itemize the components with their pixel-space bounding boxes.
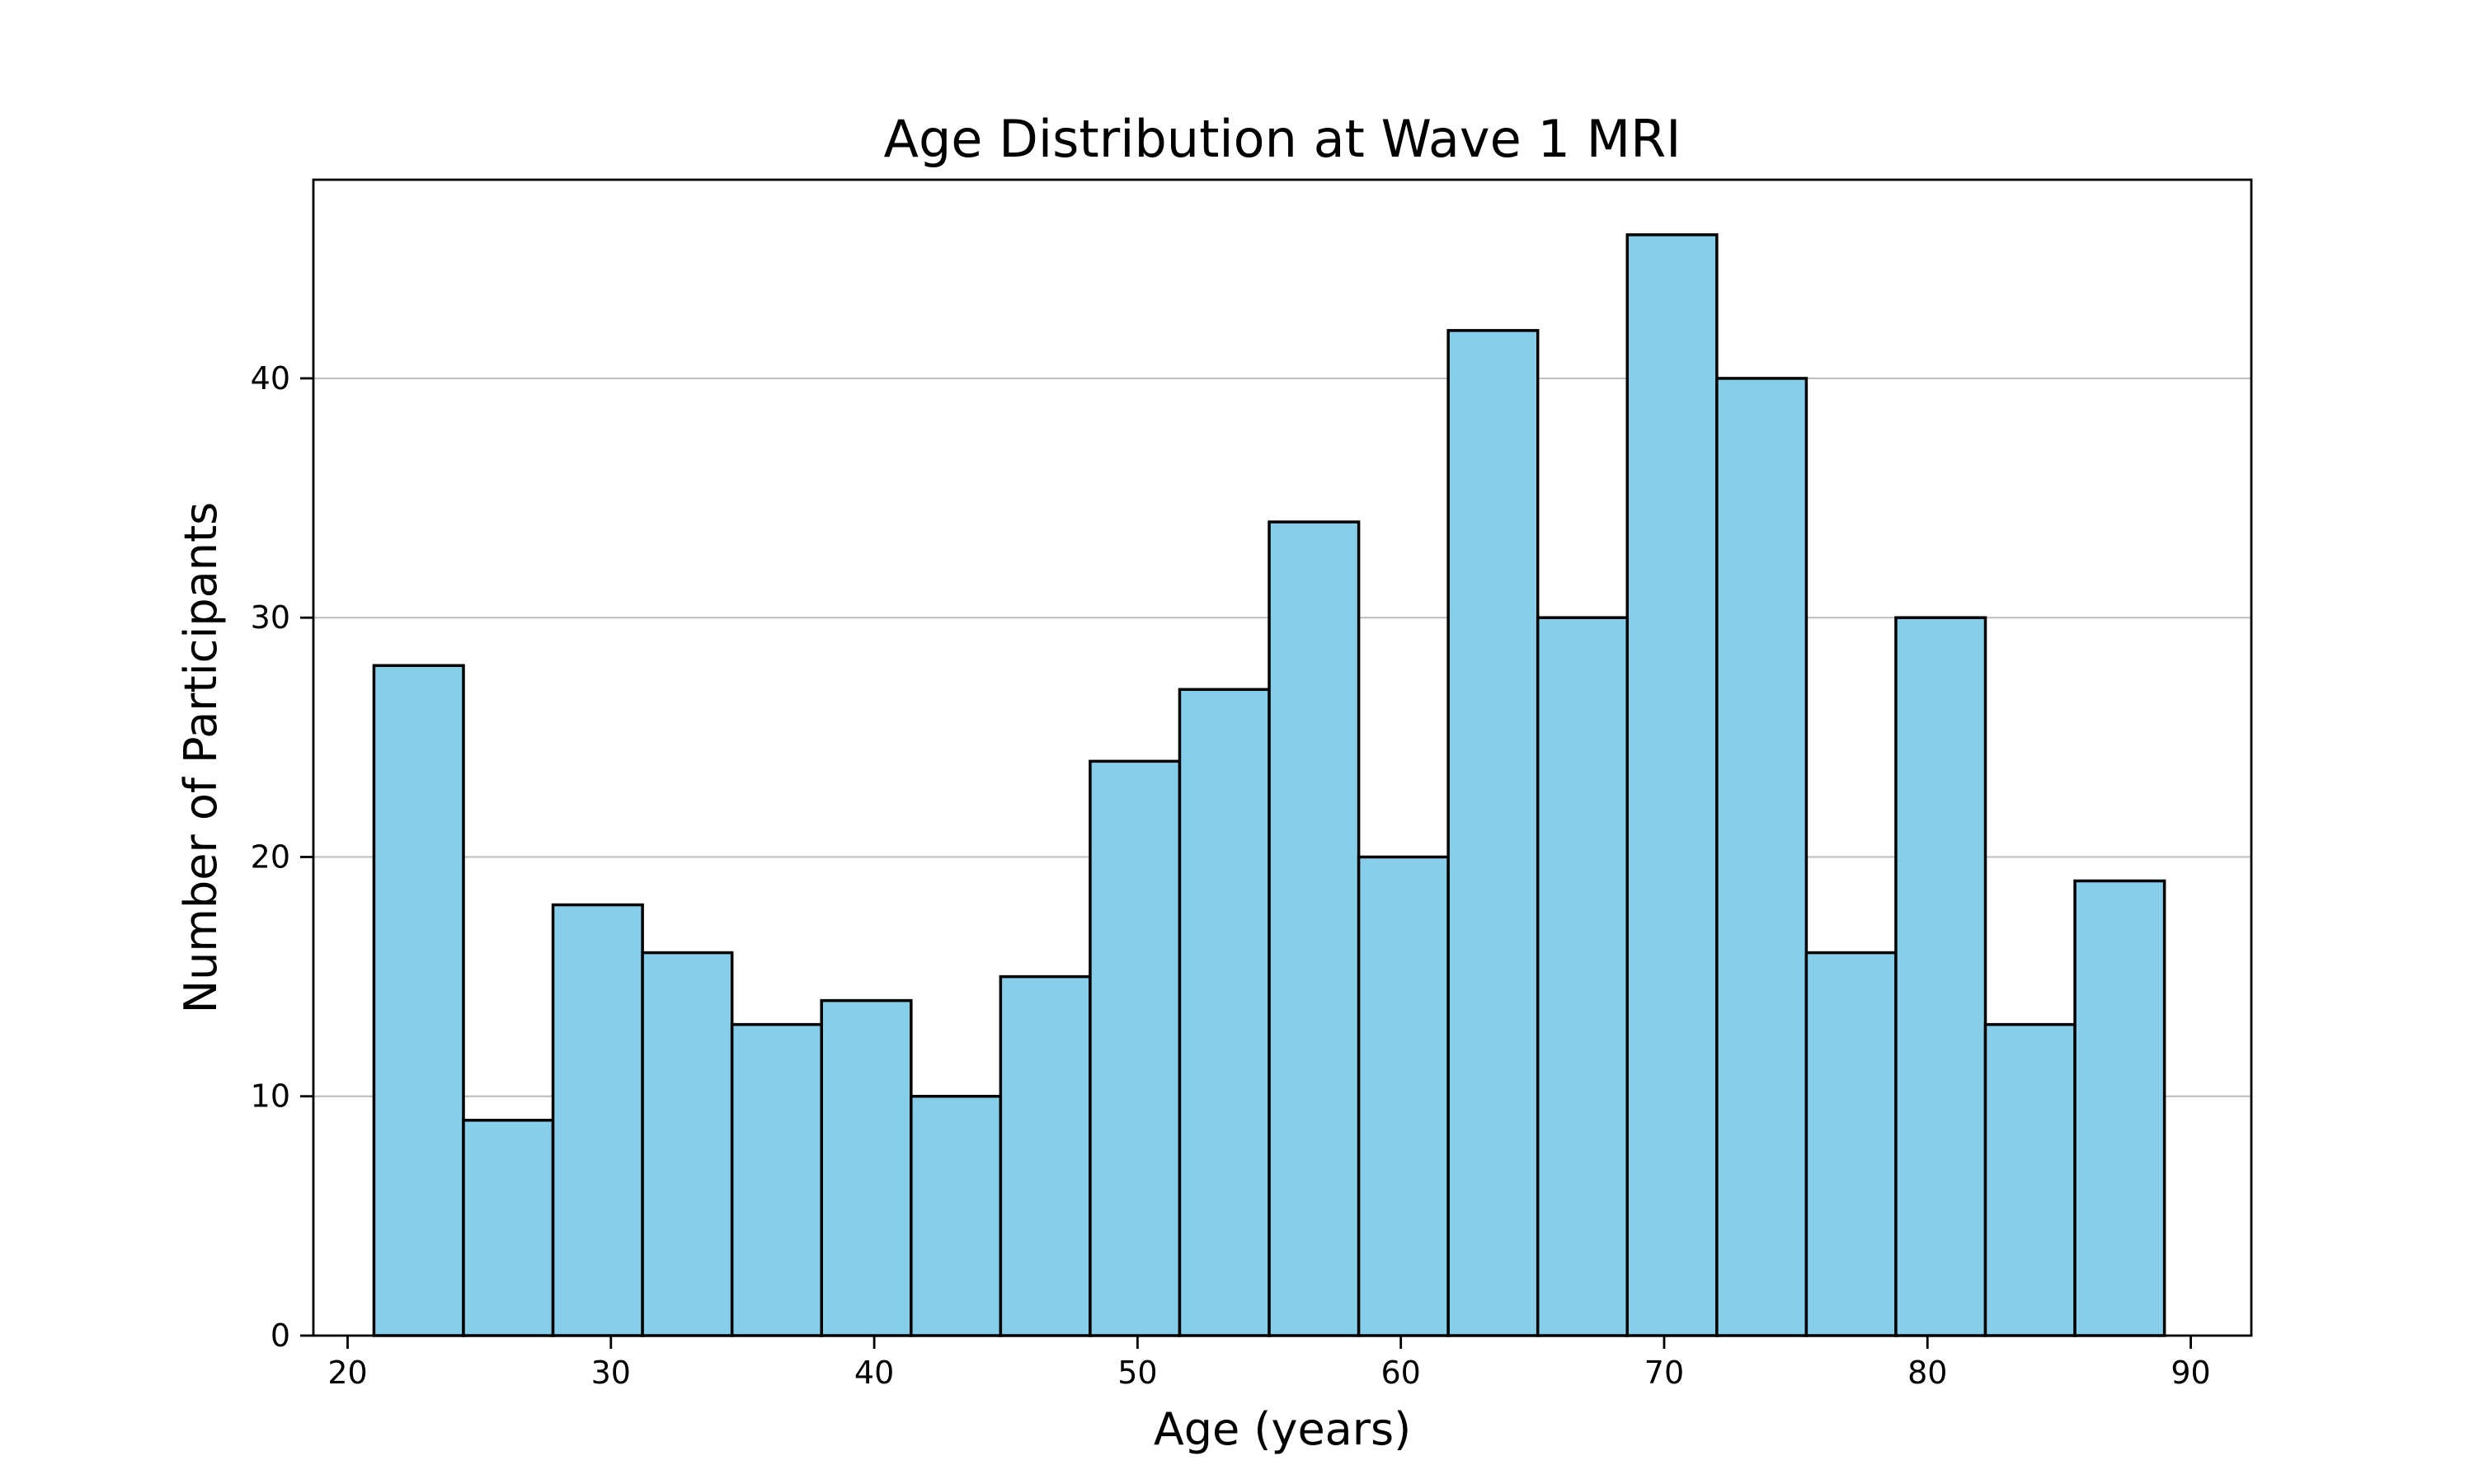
histogram-bar-16 [1715, 377, 1808, 1337]
x-tick-label-40: 40 [854, 1355, 894, 1391]
histogram-bar-20 [2073, 879, 2166, 1337]
y-tick-label-20: 20 [251, 838, 290, 875]
tick-layer: 20 30 40 50 60 70 80 90 0 10 20 30 40 [251, 360, 2211, 1391]
x-tick-label-20: 20 [327, 1355, 367, 1391]
y-tick-label-10: 10 [251, 1078, 290, 1115]
histogram-bar-17 [1804, 951, 1898, 1337]
y-tick-label-40: 40 [251, 360, 290, 397]
bar-layer [372, 233, 2166, 1337]
histogram-bar-9 [1089, 759, 1182, 1337]
histogram-bar-13 [1446, 329, 1540, 1337]
histogram-bar-5 [730, 1022, 823, 1337]
histogram-bar-4 [641, 951, 734, 1337]
x-tick-label-80: 80 [1907, 1355, 1947, 1391]
histogram-bar-14 [1536, 616, 1630, 1337]
x-tick-label-90: 90 [2171, 1355, 2210, 1391]
histogram-bar-6 [820, 998, 913, 1337]
histogram-bar-7 [910, 1094, 1003, 1337]
x-tick-label-60: 60 [1381, 1355, 1421, 1391]
histogram-bar-19 [1983, 1022, 2077, 1337]
histogram-bar-12 [1357, 855, 1450, 1337]
x-tick-label-30: 30 [591, 1355, 631, 1391]
y-axis-label: Number of Participants [175, 502, 227, 1014]
y-tick-label-0: 0 [270, 1317, 290, 1354]
histogram-bar-3 [551, 903, 644, 1337]
x-axis-label: Age (years) [1154, 1403, 1411, 1455]
histogram-bar-10 [1178, 688, 1271, 1337]
histogram-bar-2 [462, 1119, 555, 1337]
histogram-bar-18 [1894, 616, 1987, 1337]
histogram-bar-15 [1625, 233, 1719, 1337]
histogram-bar-1 [372, 664, 465, 1337]
histogram-bar-11 [1268, 520, 1361, 1337]
y-tick-label-30: 30 [251, 599, 290, 636]
x-tick-label-70: 70 [1644, 1355, 1684, 1391]
x-tick-label-50: 50 [1117, 1355, 1157, 1391]
plot-frame [312, 178, 2253, 1337]
histogram-bar-8 [999, 974, 1092, 1337]
chart-title: Age Distribution at Wave 1 MRI [884, 109, 1681, 169]
